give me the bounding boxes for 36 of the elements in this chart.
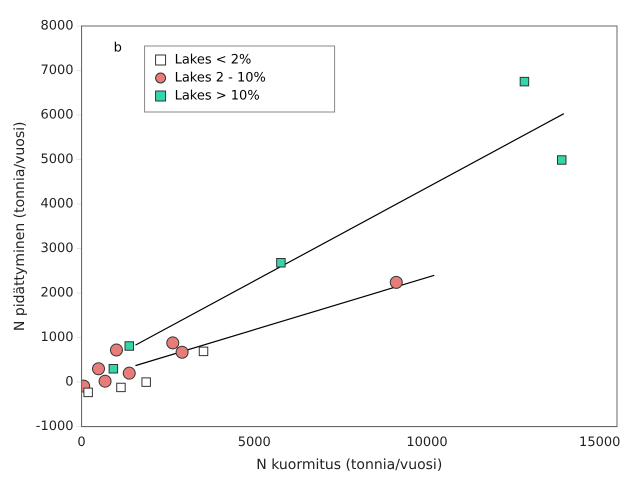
point xyxy=(116,382,126,392)
x-tick-label: 10000 xyxy=(406,434,448,450)
y-tick-label: 5000 xyxy=(40,152,74,167)
legend-label: Lakes < 2% xyxy=(174,52,252,68)
point xyxy=(110,344,123,357)
y-tick-label: -1000 xyxy=(36,418,74,434)
legend-label: Lakes > 10% xyxy=(174,88,260,104)
y-tick-label: 1000 xyxy=(40,330,74,345)
y-tick-label: 4000 xyxy=(40,196,74,212)
point xyxy=(141,377,151,387)
y-axis-title: N pidättyminen (tonnia/vuosi) xyxy=(12,122,28,332)
point xyxy=(276,258,286,268)
point xyxy=(122,366,136,380)
point xyxy=(92,362,105,376)
legend-label: Lakes 2 - 10% xyxy=(174,70,266,86)
point xyxy=(166,336,180,350)
point xyxy=(124,341,134,351)
point xyxy=(108,364,118,374)
point xyxy=(198,346,208,356)
y-tick-label: 8000 xyxy=(40,18,74,34)
point xyxy=(176,346,189,359)
y-tick-label: 7000 xyxy=(40,62,74,78)
y-tick-label: 3000 xyxy=(40,240,74,256)
x-axis-title: N kuormitus (tonnia/vuosi) xyxy=(256,457,442,474)
point xyxy=(556,155,566,165)
point xyxy=(390,276,403,289)
y-tick-label: 6000 xyxy=(40,107,74,122)
x-tick-label: 15000 xyxy=(579,434,620,450)
point xyxy=(98,374,112,388)
y-tick-label: 0 xyxy=(65,374,74,390)
y-tick-label: 2000 xyxy=(40,285,74,300)
point xyxy=(520,76,530,86)
x-tick-label: 5000 xyxy=(238,434,271,450)
annotation: b xyxy=(114,40,122,56)
point xyxy=(83,388,93,398)
x-tick-label: 0 xyxy=(77,434,86,450)
